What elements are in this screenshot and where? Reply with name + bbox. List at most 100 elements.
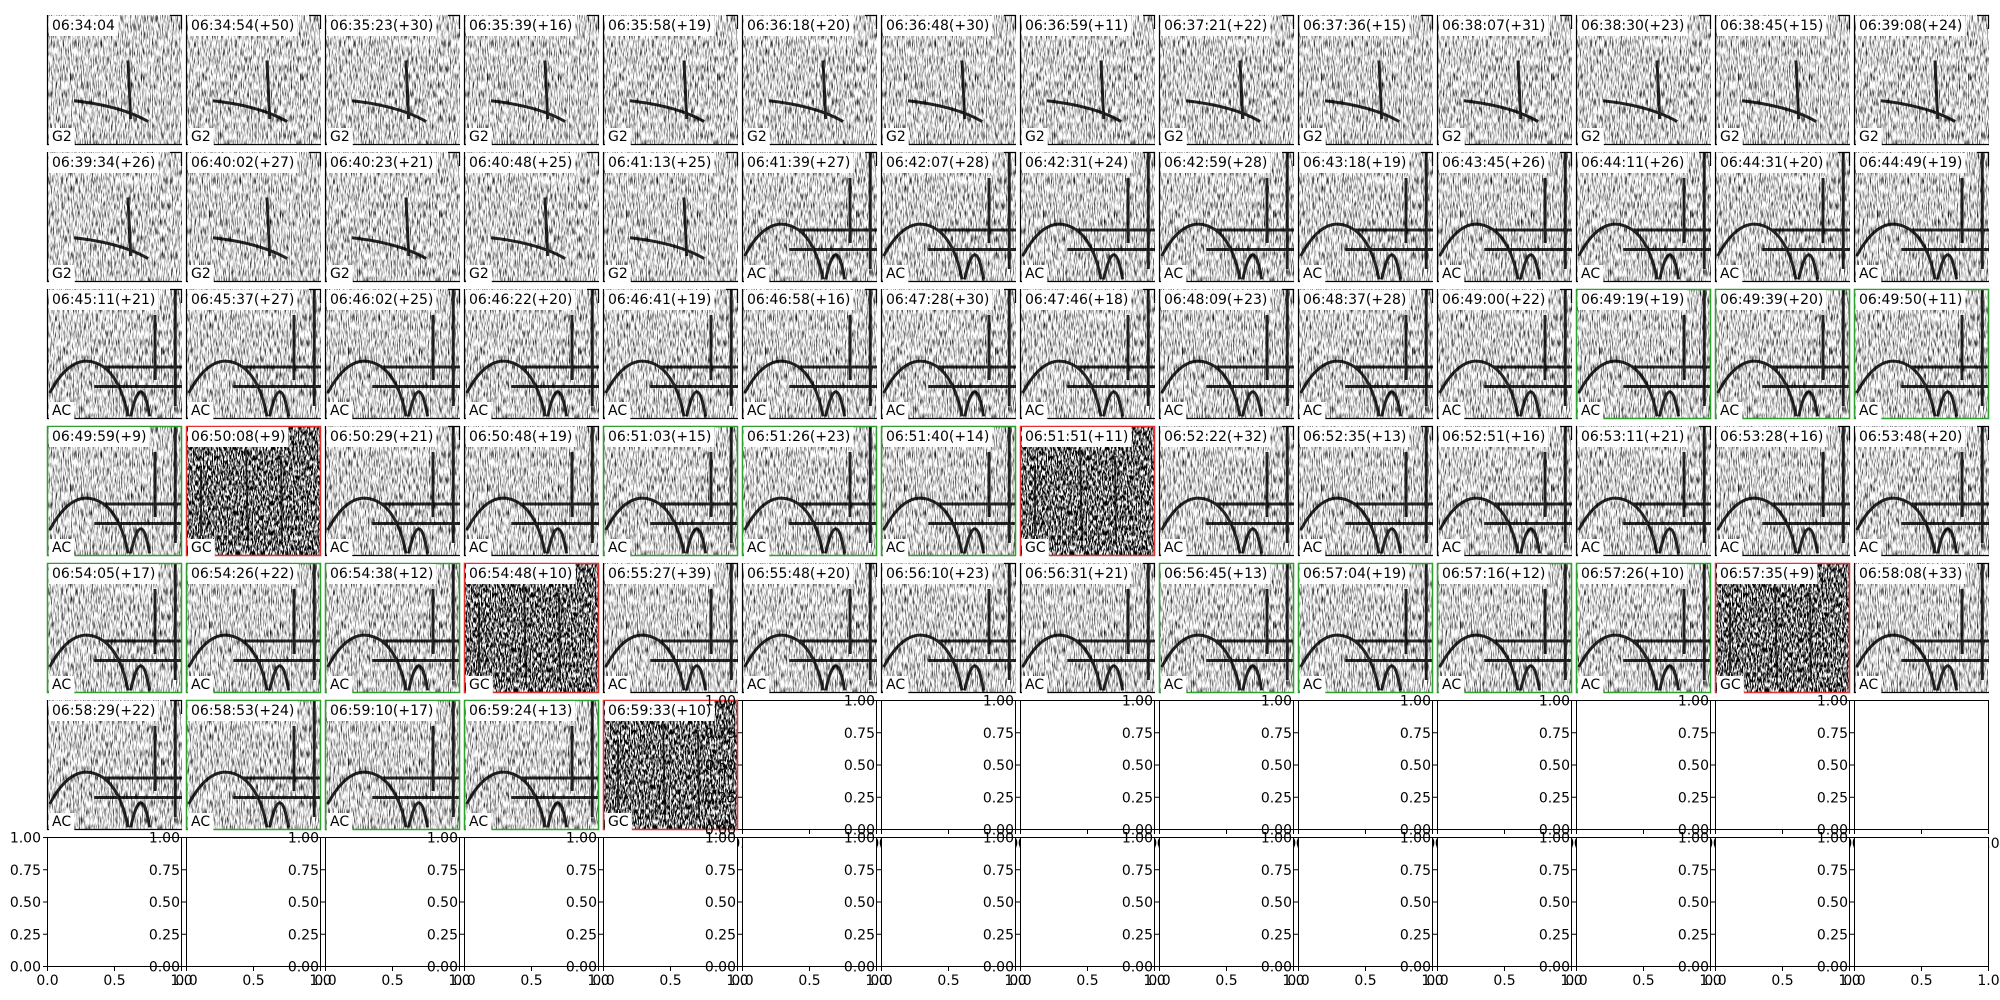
frame [463, 288, 600, 420]
class-label-bg [49, 128, 75, 146]
timestamp-bg [327, 290, 437, 310]
timestamp: 06:44:49(+19) [1859, 155, 1962, 171]
spectrogram-panel: 06:49:19(+19) AC [1575, 288, 1712, 420]
call-trace [1577, 289, 1711, 417]
class-label-bg [466, 402, 492, 420]
frame [1575, 288, 1712, 420]
spectrogram-panel: 06:50:48(+19) AC [463, 425, 600, 557]
call-trace [326, 563, 460, 691]
axes-frame [1576, 837, 1711, 967]
timestamp: 06:36:48(+30) [886, 18, 989, 34]
empty-axes: 0.00 0.25 0.50 0.75 1.00 0.0 0.5 1.0 [983, 831, 1166, 990]
frame [741, 14, 878, 146]
timestamp-bg [1856, 427, 1966, 447]
noise [1854, 152, 1989, 282]
frame [1714, 288, 1851, 420]
noise [47, 289, 182, 419]
y-tick-label: 0.00 [844, 960, 875, 976]
timestamp-bg [605, 290, 715, 310]
noise [47, 15, 182, 145]
class-label: AC [1720, 540, 1739, 556]
timestamp-bg [466, 16, 576, 36]
class-label: AC [1442, 266, 1461, 282]
class-label-bg [1717, 676, 1744, 694]
y-tick-label: 0.00 [1678, 823, 1709, 839]
call-trace [200, 445, 283, 547]
timestamp-bg [1022, 427, 1132, 447]
class-label: AC [1442, 540, 1461, 556]
spectrogram-panel: 06:59:10(+17) AC [324, 699, 461, 831]
spectrogram-panel: 06:58:53(+24) AC [185, 699, 322, 831]
axes-frame [186, 837, 321, 967]
noise [1159, 289, 1294, 419]
frame [1853, 288, 1990, 420]
spectrogram-panel: 06:43:45(+26) AC [1436, 151, 1573, 283]
y-tick-label: 0.25 [1539, 790, 1570, 806]
class-label-bg [1439, 402, 1465, 420]
call-trace [1299, 289, 1433, 417]
y-tick-label: 0.75 [1817, 863, 1848, 879]
call-trace [48, 289, 182, 417]
spectrogram-panel: 06:50:29(+21) AC [324, 425, 461, 557]
x-tick-label: 0.5 [381, 973, 403, 989]
y-tick-label: 0.25 [1261, 790, 1292, 806]
call-trace [1741, 60, 1818, 123]
timestamp-bg [1578, 564, 1688, 584]
timestamp: 06:54:38(+12) [330, 566, 433, 582]
y-tick-label: 0.25 [1817, 927, 1848, 943]
y-tick-label: 0.25 [427, 927, 458, 943]
x-tick-label: 1.0 [1143, 973, 1165, 989]
x-tick-label: 0.0 [1843, 973, 1865, 989]
call-trace [1855, 426, 1989, 554]
frame [1019, 288, 1156, 420]
call-trace [882, 563, 1016, 691]
y-tick-label: 0.50 [1122, 895, 1153, 911]
class-label: AC [747, 540, 766, 556]
y-tick-label: 0.25 [149, 927, 180, 943]
class-label-bg [1856, 539, 1882, 557]
class-label: G2 [330, 129, 350, 145]
class-label: GC [191, 540, 212, 556]
frame [1853, 425, 1990, 557]
timestamp-bg [1856, 564, 1966, 584]
noise [1576, 426, 1711, 556]
timestamp-bg [49, 290, 159, 310]
timestamp-bg [1439, 153, 1549, 173]
y-tick-label: 1.00 [983, 831, 1014, 847]
spectrogram-panel: 06:57:35(+9) GC [1714, 562, 1851, 694]
y-tick-label: 0.75 [1817, 726, 1848, 742]
class-label-bg [188, 539, 215, 557]
noise [1020, 152, 1155, 282]
call-trace [629, 60, 706, 123]
timestamp: 06:57:35(+9) [1720, 566, 1814, 582]
frame [880, 288, 1017, 420]
timestamp-bg [1578, 290, 1688, 310]
class-label-bg [744, 539, 770, 557]
call-trace [1855, 289, 1989, 417]
timestamp: 06:41:13(+25) [608, 155, 711, 171]
class-label-bg [1856, 402, 1882, 420]
call-trace [1034, 445, 1117, 547]
class-label: AC [469, 403, 488, 419]
spectrogram-panel: 06:47:28(+30) AC [880, 288, 1017, 420]
y-tick-label: 0.75 [427, 863, 458, 879]
spectrogram-panel: 06:35:39(+16) G2 [463, 14, 600, 146]
timestamp-bg [1022, 153, 1132, 173]
class-label-bg [1578, 265, 1604, 283]
class-label-bg [1578, 402, 1604, 420]
noise [464, 15, 599, 145]
axes-frame [1159, 700, 1294, 830]
x-tick-label: 0.5 [1215, 973, 1237, 989]
timestamp-bg [605, 564, 715, 584]
y-tick-label: 0.00 [149, 960, 180, 976]
noise [1159, 152, 1294, 282]
noise [186, 289, 321, 419]
timestamp-bg [1717, 290, 1827, 310]
timestamp-bg [1439, 427, 1549, 447]
y-tick-label: 0.50 [1817, 895, 1848, 911]
y-tick-label: 0.75 [566, 863, 597, 879]
class-label: AC [1164, 403, 1183, 419]
timestamp: 06:53:11(+21) [1581, 429, 1684, 445]
class-label-bg [1161, 676, 1187, 694]
x-tick-label: 1.0 [587, 973, 609, 989]
